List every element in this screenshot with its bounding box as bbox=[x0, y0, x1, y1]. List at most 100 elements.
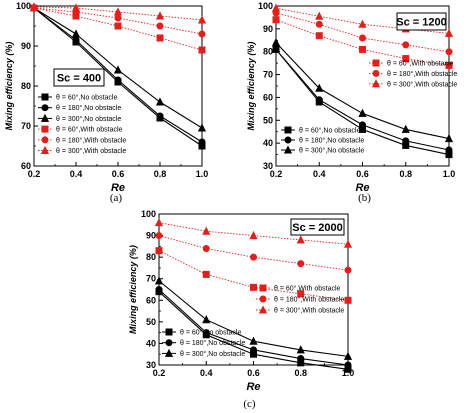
data-point bbox=[155, 285, 163, 293]
data-point bbox=[202, 329, 210, 337]
data-point bbox=[444, 28, 454, 37]
x-tick-label: 0.4 bbox=[313, 169, 326, 179]
legend-label: θ = 300°,With obstacle bbox=[387, 80, 457, 88]
legend-marker bbox=[259, 295, 267, 303]
data-point bbox=[155, 97, 165, 106]
x-axis-title: Re bbox=[111, 182, 125, 194]
y-tick-label: 80 bbox=[146, 252, 156, 262]
data-point bbox=[445, 146, 453, 154]
data-point bbox=[198, 30, 206, 38]
data-point bbox=[272, 16, 280, 24]
legend-marker bbox=[164, 348, 174, 357]
legend-label: θ = 180°,With obstacle bbox=[274, 296, 344, 304]
y-tick-label: 40 bbox=[263, 138, 273, 148]
data-point bbox=[154, 217, 164, 227]
data-point bbox=[315, 96, 323, 104]
x-tick-label: 1.0 bbox=[196, 169, 209, 179]
data-point bbox=[72, 36, 80, 44]
data-point bbox=[114, 14, 122, 22]
data-point bbox=[315, 83, 324, 92]
y-tick-label: 90 bbox=[263, 24, 273, 34]
data-point bbox=[197, 15, 207, 24]
legend-marker bbox=[165, 328, 173, 336]
data-point bbox=[155, 232, 163, 240]
legend-label: θ = 60°,No obstacle bbox=[56, 94, 117, 102]
x-tick-label: 0.6 bbox=[356, 169, 369, 179]
legend-marker bbox=[259, 284, 267, 292]
x-tick-label: 0.2 bbox=[28, 169, 41, 179]
legend-label: θ = 60°,No obstacle bbox=[299, 127, 360, 135]
data-point bbox=[271, 37, 281, 47]
x-axis-title: Re bbox=[355, 182, 369, 194]
y-axis-title: Mixing efficiency (%) bbox=[128, 245, 138, 334]
data-point bbox=[297, 260, 305, 268]
data-point bbox=[271, 3, 281, 12]
legend-label: θ = 300°,No obstacle bbox=[299, 147, 364, 155]
legend-label: θ = 180°,No obstacle bbox=[56, 104, 121, 112]
data-point bbox=[250, 283, 258, 291]
y-tick-label: 60 bbox=[263, 92, 273, 102]
data-point bbox=[154, 276, 164, 285]
data-point bbox=[272, 45, 280, 53]
data-point bbox=[198, 46, 206, 54]
data-point bbox=[156, 34, 164, 42]
data-point bbox=[297, 290, 305, 298]
chart-panel-c: 0.2 0.4 0.6 0.8 1.0 30 40 50 60 70 80 90 100 Re Mixing… bbox=[128, 209, 354, 410]
legend-marker bbox=[40, 113, 50, 122]
x-axis-title: Re bbox=[246, 381, 260, 393]
data-point bbox=[202, 270, 210, 278]
x-tick-label: 0.8 bbox=[154, 169, 167, 179]
data-point bbox=[155, 247, 163, 255]
panel-label: (c) bbox=[243, 398, 256, 410]
data-point bbox=[402, 41, 410, 49]
data-point bbox=[402, 137, 410, 145]
data-point bbox=[344, 361, 352, 369]
data-point bbox=[343, 239, 353, 248]
sc-annotation: Sc = 1200 bbox=[396, 17, 446, 29]
chart-panel-a: 0.2 0.4 0.6 0.8 1.0 60 70 80 90 100 Re Mixing effic… bbox=[4, 1, 208, 204]
y-tick-label: 80 bbox=[21, 81, 31, 91]
x-tick-label: 0.6 bbox=[112, 169, 125, 179]
data-point bbox=[156, 22, 164, 30]
legend-marker bbox=[165, 339, 173, 347]
panel-label: (a) bbox=[110, 192, 123, 204]
sc-annotation-box bbox=[396, 12, 447, 31]
data-point bbox=[296, 345, 305, 354]
legend-marker bbox=[372, 59, 380, 67]
data-point bbox=[402, 55, 410, 63]
data-point bbox=[113, 65, 123, 74]
panel-label: (b) bbox=[358, 192, 371, 204]
data-point bbox=[71, 3, 81, 12]
data-point bbox=[29, 2, 39, 11]
data-point bbox=[358, 34, 366, 42]
y-axis-title: Mixing efficiency (%) bbox=[4, 42, 14, 131]
legend-label: θ = 60°,With obstacle bbox=[387, 60, 454, 68]
data-point bbox=[114, 22, 122, 30]
data-point bbox=[198, 138, 206, 146]
data-point bbox=[445, 61, 453, 69]
y-tick-label: 70 bbox=[263, 70, 273, 80]
data-point bbox=[445, 48, 453, 56]
legend-marker bbox=[41, 104, 49, 112]
data-point bbox=[344, 296, 352, 304]
y-tick-label: 60 bbox=[21, 161, 31, 171]
x-tick-label: 0.2 bbox=[153, 368, 166, 378]
legend-marker bbox=[41, 136, 49, 144]
legend-marker bbox=[283, 145, 293, 154]
data-point bbox=[401, 124, 410, 133]
data-point bbox=[250, 346, 258, 354]
data-point bbox=[202, 226, 211, 235]
data-point bbox=[114, 76, 122, 84]
legend-label: θ = 60°,With obstacle bbox=[56, 126, 123, 134]
sc-annotation: Sc = 400 bbox=[57, 73, 101, 85]
x-tick-label: 0.8 bbox=[399, 169, 412, 179]
y-tick-label: 40 bbox=[146, 338, 156, 348]
legend-label: θ = 180°,No obstacle bbox=[180, 339, 245, 347]
y-tick-label: 90 bbox=[146, 231, 156, 241]
legend-marker bbox=[258, 305, 268, 314]
y-axis-title: Mixing efficiency (%) bbox=[246, 42, 256, 131]
y-tick-label: 60 bbox=[146, 295, 156, 305]
legend-label: θ = 300°,No obstacle bbox=[180, 350, 245, 358]
legend-label: θ = 60°,With obstacle bbox=[274, 285, 341, 293]
